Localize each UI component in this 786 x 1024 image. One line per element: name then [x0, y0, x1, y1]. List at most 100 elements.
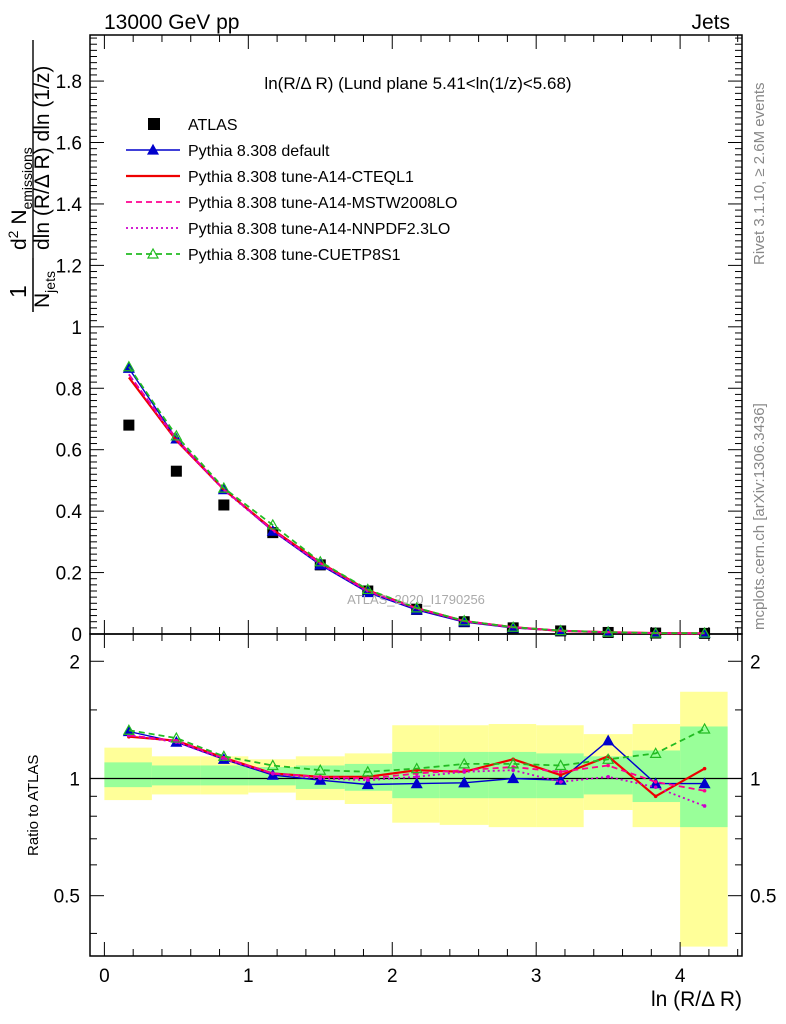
mc-point — [554, 624, 567, 636]
main-series — [122, 360, 711, 639]
header-left: 13000 GeV pp — [104, 11, 239, 34]
mc-point — [602, 625, 615, 637]
y-tick-label-main: 1.6 — [56, 134, 82, 155]
mc-point — [649, 626, 662, 638]
band-inner-bin — [680, 726, 728, 828]
y-tick-label-main: 1.8 — [56, 72, 82, 93]
legend-label: Pythia 8.308 tune-A14-NNPDF2.3LO — [188, 221, 450, 238]
y-tick-label-ratio: 2 — [69, 652, 80, 673]
legend-marker — [146, 247, 160, 259]
y-tick-label-ratio-right: 1 — [750, 769, 761, 790]
ratio-point — [606, 763, 610, 768]
ratio-point — [558, 780, 563, 784]
ratio-point — [458, 757, 471, 769]
mc-point — [458, 614, 471, 626]
y-tick-label-main: 0.4 — [56, 502, 83, 523]
mc-point — [122, 360, 135, 372]
ratio-point — [702, 788, 707, 793]
y-tick-label-main: 0.2 — [56, 564, 82, 585]
legend-marker — [148, 118, 160, 130]
mc-point — [170, 429, 183, 441]
legend-label: Pythia 8.308 tune-A14-CTEQL1 — [188, 169, 414, 186]
band-inner-bin — [200, 765, 249, 786]
legend-item: Pythia 8.308 tune-CUETP8S1 — [126, 247, 401, 264]
y-tick-label-main: 1.4 — [56, 195, 83, 216]
band-inner-bin — [632, 750, 681, 803]
ratio-point — [314, 763, 327, 775]
ratio-point — [458, 776, 471, 788]
main-series-dashed-open-triangle — [122, 360, 711, 638]
y-tick-label-ratio: 0.5 — [54, 887, 80, 908]
legend-label: Pythia 8.308 default — [188, 143, 330, 160]
y-tick-label-main: 1.2 — [56, 256, 82, 277]
legend-item: ATLAS — [148, 117, 238, 134]
ratio-point — [698, 722, 711, 734]
legend-item: Pythia 8.308 tune-A14-CTEQL1 — [126, 169, 414, 186]
mc-point — [698, 626, 711, 638]
ratio-point — [507, 757, 520, 769]
main-series-dotted — [128, 373, 705, 635]
y-tick-label-ratio-right: 2 — [750, 652, 761, 673]
ratio-series-dashed-open-triangle — [122, 722, 711, 777]
ratio-point — [698, 777, 711, 789]
x-tick-label: 4 — [675, 966, 686, 987]
ratio-line — [128, 728, 706, 773]
mc-point — [314, 555, 327, 567]
x-tick-label: 3 — [531, 966, 542, 987]
ratio-panel-frame — [89, 633, 743, 957]
svg-text:dln (R/Δ R) dln (1/z): dln (R/Δ R) dln (1/z) — [31, 66, 54, 250]
ratio-point — [558, 770, 563, 774]
data-point — [218, 499, 230, 511]
data-point — [123, 419, 135, 431]
ratio-series — [122, 722, 711, 808]
svg-text:1: 1 — [5, 285, 31, 298]
y-tick-label-main: 1 — [71, 318, 82, 339]
ratio-point — [361, 778, 374, 790]
legend-label: Pythia 8.308 tune-A14-MSTW2008LO — [188, 195, 457, 212]
ratio-point — [365, 778, 370, 782]
legend-label: ATLAS — [188, 117, 238, 134]
ratio-point — [318, 776, 323, 781]
data-point — [170, 465, 182, 477]
x-tick-label: 0 — [99, 966, 110, 987]
legend-label: Pythia 8.308 tune-CUETP8S1 — [188, 247, 401, 264]
ratio-series-dotted — [127, 733, 707, 808]
y-tick-label-ratio-right: 0.5 — [750, 887, 776, 908]
ratio-point — [507, 772, 520, 784]
band-inner-bin — [151, 765, 201, 786]
y-tick-label-ratio: 1 — [69, 769, 80, 790]
analysis-watermark: ATLAS_2020_I1790256 — [347, 592, 485, 607]
ratio-point — [649, 747, 662, 758]
ratio-point — [702, 804, 707, 808]
main-line — [128, 366, 705, 634]
svg-text:Njets: Njets — [31, 271, 58, 308]
x-tick-label: 2 — [387, 966, 398, 987]
ratio-point — [606, 774, 610, 779]
ratio-point — [653, 794, 658, 799]
legend-item: Pythia 8.308 default — [126, 143, 330, 160]
ratio-point — [410, 762, 423, 774]
plot-title: ln(R/Δ R) (Lund plane 5.41<ln(1/z)<5.68) — [264, 74, 571, 93]
ratio-point — [462, 770, 467, 774]
ratio-point — [170, 731, 183, 743]
band-inner-bin — [104, 762, 152, 788]
ratio-uncertainty-bands — [104, 691, 728, 947]
ratio-point — [558, 773, 563, 777]
legend-item: Pythia 8.308 tune-A14-MSTW2008LO — [126, 195, 457, 212]
ratio-point — [410, 777, 423, 789]
ratio-point — [602, 753, 615, 764]
y-tick-label-main: 0 — [71, 625, 82, 646]
mc-point — [507, 621, 520, 632]
mc-point — [410, 601, 423, 613]
ratio-point — [653, 785, 658, 789]
x-axis-label: ln (R/Δ R) — [651, 988, 742, 1011]
ratio-point — [653, 780, 658, 784]
y-tick-label-main: 0.8 — [56, 379, 82, 400]
ratio-point — [266, 759, 279, 771]
main-y-axis-label: 1 Njets d2 Nemissions dln (R/Δ R) dln (1… — [5, 40, 58, 312]
ratio-point — [270, 771, 275, 776]
ratio-point — [511, 768, 515, 773]
mc-point — [361, 583, 374, 595]
header-right: Jets — [691, 11, 730, 34]
